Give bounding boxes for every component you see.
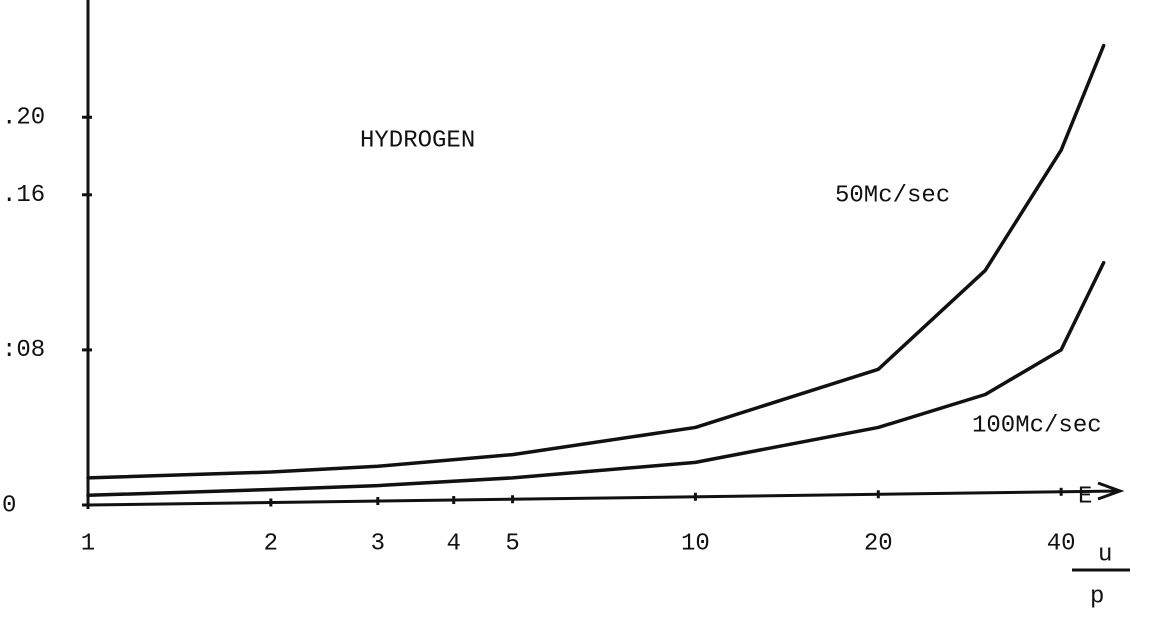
x-label-sub: u [1098, 541, 1112, 568]
y-tick-label: :08 [2, 337, 45, 364]
line-series [86, 43, 1106, 480]
x-tick-label: 40 [1047, 530, 1076, 557]
x-tick-label: 5 [505, 530, 519, 557]
annotation: HYDROGEN [360, 127, 475, 154]
y-tick-label: 0 [2, 492, 16, 519]
x-tick-label: 1 [81, 530, 95, 557]
x-axis [87, 489, 1121, 507]
x-label-e: E [1078, 483, 1092, 510]
x-axis-arrow [1097, 481, 1125, 501]
x-tick-label: 10 [681, 530, 710, 557]
y-tick-label: .16 [2, 182, 45, 209]
series-label: 50Mc/sec [835, 182, 950, 209]
x-tick-label: 3 [371, 530, 385, 557]
line-series [86, 260, 1106, 498]
x-label-p: p [1090, 583, 1104, 610]
x-tick-label: 4 [447, 530, 461, 557]
x-tick-label: 20 [864, 530, 893, 557]
y-tick-label: .20 [2, 105, 45, 132]
series-label: 100Mc/sec [972, 412, 1102, 439]
x-tick-label: 2 [264, 530, 278, 557]
